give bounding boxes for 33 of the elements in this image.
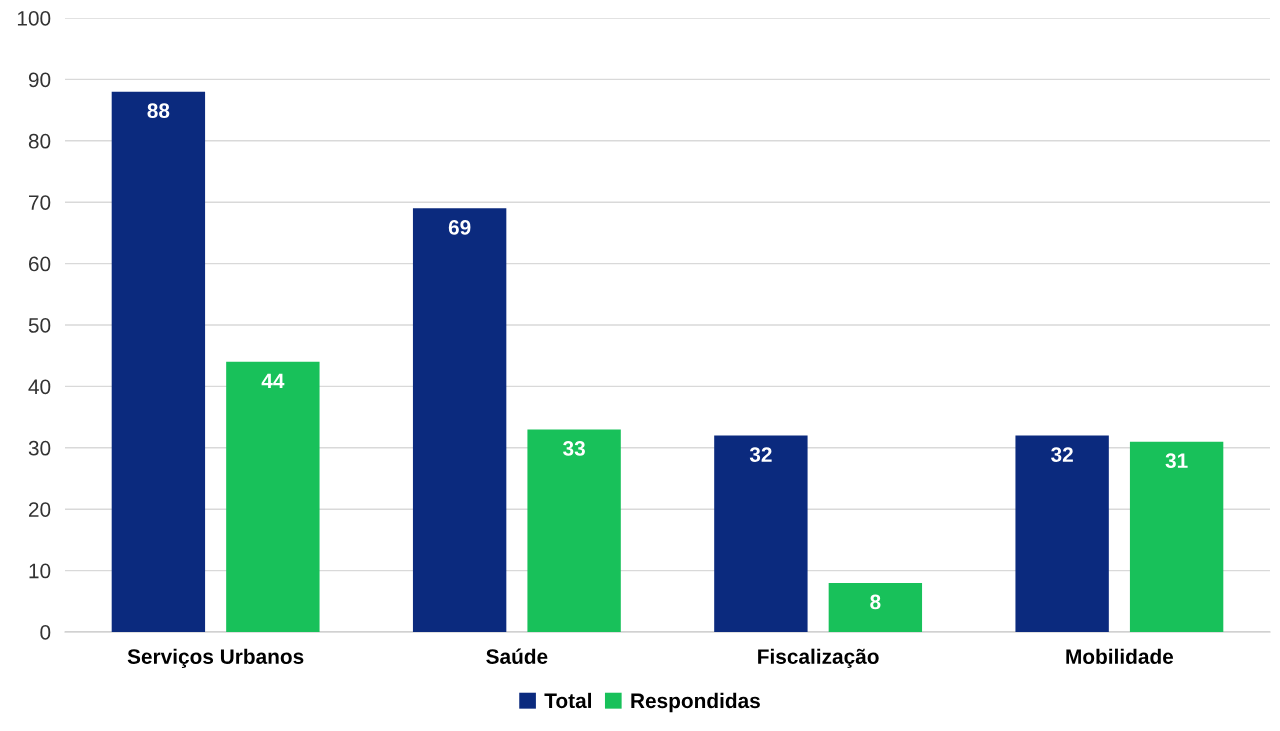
y-tick-label: 30 (28, 440, 51, 456)
data-label: 44 (261, 373, 285, 389)
data-label: 32 (749, 447, 772, 462)
data-label: 8 (870, 594, 881, 610)
y-tick-label: 70 (29, 195, 51, 210)
bar (527, 429, 621, 632)
data-label: 31 (1165, 453, 1188, 469)
bar (412, 208, 507, 632)
bar (226, 361, 320, 632)
data-label: 69 (448, 220, 471, 235)
y-tick-label: 80 (28, 133, 51, 149)
x-tick-label: Mobilidade (1066, 648, 1174, 664)
bar (714, 435, 808, 632)
y-tick-label: 60 (29, 256, 51, 272)
bar (1015, 435, 1109, 632)
x-tick-label: Fiscalização (758, 648, 879, 669)
legend-label: Respondidas (631, 692, 760, 713)
y-tick-label: 100 (17, 11, 51, 26)
y-tick-label: 50 (28, 318, 51, 333)
y-tick-label: 40 (28, 379, 51, 395)
y-tick-label: 20 (28, 502, 51, 517)
legend-label: Total (544, 692, 591, 709)
y-tick-label: 0 (40, 625, 51, 640)
x-tick-label: Serviços Urbanos (127, 648, 304, 669)
y-tick-label: 10 (29, 563, 51, 579)
data-label: 32 (1051, 447, 1073, 462)
data-label: 88 (147, 103, 170, 119)
bar (111, 91, 206, 632)
bar (828, 582, 923, 632)
x-tick-label: Saúde (486, 648, 548, 664)
y-tick-label: 90 (28, 72, 51, 88)
data-label: 33 (563, 441, 585, 456)
bar (1129, 441, 1224, 632)
